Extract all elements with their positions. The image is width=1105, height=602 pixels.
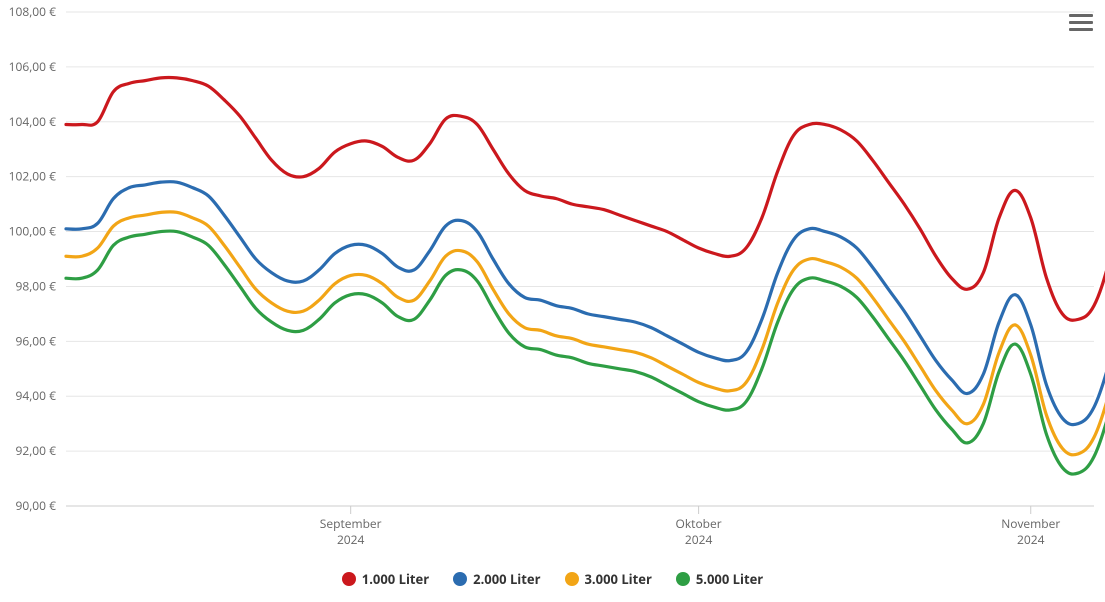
legend-label: 3.000 Liter [585, 570, 652, 588]
y-tick-label: 100,00 € [9, 223, 57, 240]
legend-item[interactable]: 1.000 Liter [342, 570, 429, 588]
legend-item[interactable]: 3.000 Liter [565, 570, 652, 588]
chart-menu-button[interactable] [1069, 10, 1093, 32]
x-tick-sublabel: 2024 [1017, 531, 1045, 548]
legend-swatch [565, 572, 579, 586]
series-line[interactable] [66, 77, 1105, 320]
series-line[interactable] [66, 182, 1105, 425]
y-tick-label: 98,00 € [15, 277, 56, 294]
y-tick-label: 106,00 € [9, 58, 57, 75]
legend-swatch [342, 572, 356, 586]
y-tick-label: 104,00 € [9, 113, 57, 130]
y-tick-label: 102,00 € [9, 168, 57, 185]
legend-label: 2.000 Liter [473, 570, 540, 588]
price-line-chart: 90,00 € 92,00 € 94,00 € 96,00 € 98,00 € 100,0… [0, 0, 1105, 602]
legend: 1.000 Liter 2.000 Liter 3.000 Liter 5.000 L… [0, 570, 1105, 590]
series-line[interactable] [66, 212, 1105, 455]
legend-swatch [453, 572, 467, 586]
series-line[interactable] [66, 231, 1105, 474]
x-tick-sublabel: 2024 [685, 531, 713, 548]
y-tick-label: 90,00 € [15, 497, 56, 514]
x-tick-label: September [320, 515, 382, 532]
y-tick-label: 92,00 € [15, 442, 56, 459]
legend-label: 1.000 Liter [362, 570, 429, 588]
legend-item[interactable]: 5.000 Liter [676, 570, 763, 588]
y-tick-label: 108,00 € [9, 3, 57, 20]
x-tick-sublabel: 2024 [337, 531, 365, 548]
chart-svg: 90,00 € 92,00 € 94,00 € 96,00 € 98,00 € 100,0… [0, 0, 1105, 602]
y-tick-label: 94,00 € [15, 387, 56, 404]
y-tick-label: 96,00 € [15, 332, 56, 349]
x-tick-label: November [1001, 515, 1060, 532]
x-tick-label: Oktober [676, 515, 722, 532]
legend-swatch [676, 572, 690, 586]
legend-label: 5.000 Liter [696, 570, 763, 588]
legend-item[interactable]: 2.000 Liter [453, 570, 540, 588]
